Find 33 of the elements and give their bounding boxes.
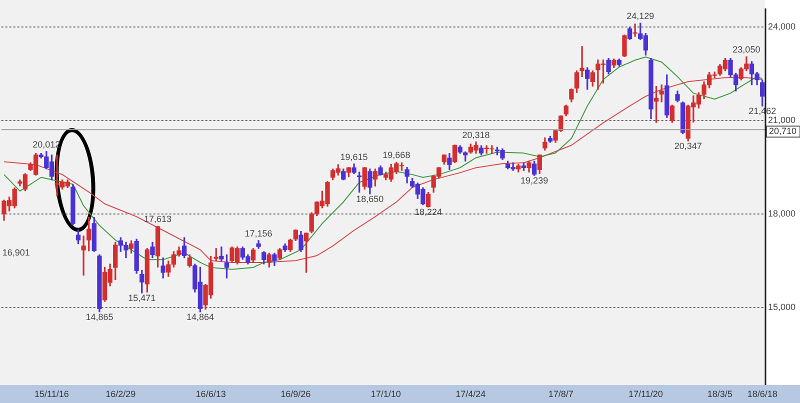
y-tick-label: 24,000 — [768, 22, 796, 32]
x-tick-label: 17/11/20 — [628, 388, 663, 399]
annotation: 17,156 — [244, 228, 272, 238]
annotation: 20,347 — [674, 140, 702, 151]
y-tick-label: 21,000 — [768, 115, 796, 126]
x-tick-label: 18/6/18 — [747, 388, 778, 399]
x-tick-label: 17/4/24 — [456, 388, 486, 399]
annotation: 18,650 — [356, 194, 384, 204]
x-tick-label: 15/11/16 — [34, 388, 69, 399]
annotation: 24,129 — [626, 11, 654, 22]
candlestick — [219, 246, 224, 262]
x-tick-label: 16/9/26 — [280, 388, 311, 399]
annotation: 19,668 — [382, 150, 410, 160]
annotation: 15,471 — [128, 292, 156, 303]
y-tick-label: 15,000 — [768, 302, 796, 312]
ref-line-label: 20,710 — [769, 126, 797, 136]
annotation: 23,050 — [732, 44, 760, 55]
candlestick — [81, 236, 86, 276]
annotation: 17,613 — [144, 214, 172, 224]
annotation: 14,865 — [86, 312, 114, 322]
y-tick-label: 18,000 — [768, 208, 796, 219]
annotation: 19,239 — [520, 176, 548, 186]
annotation: 20,318 — [462, 130, 490, 140]
annotation: 14,864 — [186, 312, 214, 322]
x-tick-label: 18/3/5 — [707, 388, 732, 399]
x-tick-label: 16/2/29 — [106, 388, 136, 399]
annotation: 16,901 — [2, 248, 30, 258]
x-tick-label: 17/8/7 — [548, 388, 574, 399]
annotation: 19,615 — [340, 152, 368, 162]
x-tick-label: 16/6/13 — [196, 388, 226, 399]
candlestick — [580, 46, 584, 78]
annotation: 18,224 — [414, 207, 442, 218]
x-tick-label: 17/1/10 — [370, 388, 401, 399]
